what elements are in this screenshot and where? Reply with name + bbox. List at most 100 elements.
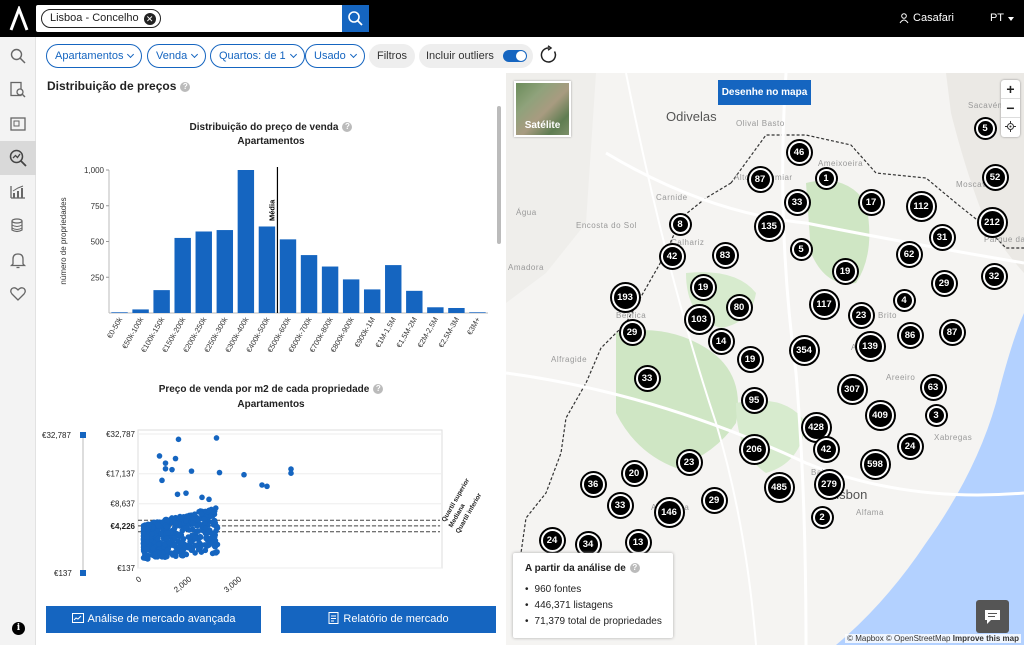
more-filters-button[interactable]: Filtros xyxy=(369,44,415,68)
chevron-down-icon xyxy=(191,50,199,59)
sidebar-item-photos[interactable] xyxy=(0,107,36,141)
property-cluster-marker[interactable]: 112 xyxy=(907,192,935,220)
property-cluster-marker[interactable]: 212 xyxy=(978,208,1006,236)
property-cluster-marker[interactable]: 2 xyxy=(812,507,832,527)
draw-on-map-button[interactable]: Desenhe no mapa xyxy=(718,80,811,105)
property-cluster-marker[interactable]: 80 xyxy=(727,295,751,319)
zoom-out-button[interactable]: − xyxy=(1001,99,1020,118)
property-cluster-marker[interactable]: 8 xyxy=(670,214,690,234)
sidebar-item-listings[interactable] xyxy=(0,73,36,107)
property-cluster-marker[interactable]: 46 xyxy=(787,140,811,164)
casafari-logo[interactable] xyxy=(8,6,30,32)
property-cluster-marker[interactable]: 52 xyxy=(983,165,1007,189)
location-search-input[interactable]: Lisboa - Concelho ✕ xyxy=(36,5,342,32)
property-cluster-marker[interactable]: 14 xyxy=(709,329,733,353)
property-cluster-marker[interactable]: 146 xyxy=(655,498,683,526)
advanced-market-analysis-button[interactable]: Análise de mercado avançada xyxy=(46,606,261,633)
property-cluster-marker[interactable]: 36 xyxy=(581,472,605,496)
sidebar-item-search[interactable] xyxy=(0,39,36,73)
property-cluster-marker[interactable]: 31 xyxy=(930,225,954,249)
property-cluster-marker[interactable]: 354 xyxy=(790,336,818,364)
property-cluster-marker[interactable]: 17 xyxy=(859,190,883,214)
property-cluster-marker[interactable]: 33 xyxy=(635,366,659,390)
property-cluster-marker[interactable]: 428 xyxy=(802,413,830,441)
panel-scrollbar[interactable] xyxy=(497,106,501,244)
include-outliers-toggle[interactable] xyxy=(503,50,527,62)
rooms-filter[interactable]: Quartos: de 1 xyxy=(210,44,305,68)
include-outliers-control: Incluir outliers xyxy=(419,44,533,68)
property-cluster-marker[interactable]: 29 xyxy=(702,488,726,512)
attribution-text[interactable]: © Mapbox © OpenStreetMap xyxy=(847,634,951,643)
property-cluster-marker[interactable]: 279 xyxy=(815,470,843,498)
property-cluster-marker[interactable]: 1 xyxy=(816,168,836,188)
improve-map-link[interactable]: Improve this map xyxy=(952,634,1019,643)
search-button[interactable] xyxy=(342,5,369,32)
property-cluster-marker[interactable]: 135 xyxy=(755,212,783,240)
property-cluster-marker[interactable]: 19 xyxy=(738,347,762,371)
property-cluster-marker[interactable]: 86 xyxy=(898,323,922,347)
property-cluster-marker[interactable]: 307 xyxy=(838,375,866,403)
feedback-button[interactable] xyxy=(976,600,1009,633)
scatter-point xyxy=(150,545,156,552)
property-cluster-marker[interactable]: 193 xyxy=(611,283,639,311)
property-cluster-marker[interactable]: 5 xyxy=(975,118,995,138)
property-cluster-marker[interactable]: 4 xyxy=(894,290,914,310)
close-icon[interactable]: ✕ xyxy=(143,12,156,25)
property-cluster-marker[interactable]: 87 xyxy=(748,167,772,191)
property-cluster-marker[interactable]: 33 xyxy=(608,493,632,517)
property-cluster-marker[interactable]: 83 xyxy=(713,243,737,267)
property-cluster-marker[interactable]: 32 xyxy=(982,264,1006,288)
property-cluster-marker[interactable]: 19 xyxy=(833,259,857,283)
property-cluster-marker[interactable]: 485 xyxy=(765,473,793,501)
property-cluster-marker[interactable]: 42 xyxy=(660,244,684,268)
condition-filter[interactable]: Usado xyxy=(305,44,365,68)
property-cluster-marker[interactable]: 29 xyxy=(620,320,644,344)
sidebar-item-valuation[interactable] xyxy=(0,209,36,243)
property-cluster-marker[interactable]: 63 xyxy=(921,375,945,399)
property-cluster-marker[interactable]: 206 xyxy=(740,435,768,463)
property-cluster-marker[interactable]: 29 xyxy=(932,271,956,295)
property-cluster-marker[interactable]: 139 xyxy=(856,332,884,360)
place-label: Xabregas xyxy=(934,433,973,442)
property-cluster-marker[interactable]: 598 xyxy=(861,450,889,478)
property-cluster-marker[interactable]: 62 xyxy=(897,242,921,266)
property-cluster-marker[interactable]: 24 xyxy=(898,434,922,458)
user-menu[interactable]: Casafari xyxy=(899,12,954,24)
property-cluster-marker[interactable]: 23 xyxy=(677,450,701,474)
satellite-toggle-button[interactable]: Satélite xyxy=(514,81,571,137)
property-cluster-marker[interactable]: 5 xyxy=(791,239,811,259)
help-icon[interactable]: ? xyxy=(629,563,640,574)
property-cluster-marker[interactable]: 33 xyxy=(785,190,809,214)
market-report-button[interactable]: Relatório de mercado xyxy=(281,606,496,633)
property-cluster-marker[interactable]: 19 xyxy=(691,275,715,299)
locate-button[interactable] xyxy=(1001,118,1020,137)
scatter-point xyxy=(176,532,183,539)
property-type-filter[interactable]: Apartamentos xyxy=(46,44,143,68)
sidebar-item-alerts[interactable] xyxy=(0,243,36,277)
sidebar-item-market-analysis[interactable] xyxy=(0,141,36,175)
property-cluster-marker[interactable]: 95 xyxy=(742,388,766,412)
property-cluster-marker[interactable]: 117 xyxy=(810,290,838,318)
property-cluster-marker[interactable]: 20 xyxy=(622,461,646,485)
property-cluster-marker[interactable]: 87 xyxy=(940,320,964,344)
help-icon[interactable]: ? xyxy=(342,122,353,133)
operation-filter[interactable]: Venda xyxy=(147,44,207,68)
property-cluster-marker[interactable]: 103 xyxy=(685,305,713,333)
language-selector[interactable]: PT xyxy=(989,12,1004,24)
sidebar-item-statistics[interactable] xyxy=(0,175,36,209)
property-cluster-marker[interactable]: 24 xyxy=(540,528,564,552)
property-cluster-marker[interactable]: 3 xyxy=(926,405,946,425)
reset-icon[interactable] xyxy=(539,45,559,65)
property-cluster-marker[interactable]: 23 xyxy=(849,303,873,327)
info-icon[interactable]: i xyxy=(12,622,25,635)
property-cluster-marker[interactable]: 13 xyxy=(626,530,650,554)
map[interactable]: Odivelas Lisbon Sacavém Amadora Alfragid… xyxy=(506,73,1024,645)
property-cluster-marker[interactable]: 409 xyxy=(866,401,894,429)
sidebar-item-favorites[interactable] xyxy=(0,277,36,311)
help-icon[interactable]: ? xyxy=(373,384,384,395)
zoom-in-button[interactable]: + xyxy=(1001,80,1020,99)
place-label: Brito xyxy=(878,311,897,320)
scatter-point xyxy=(146,522,153,528)
help-icon[interactable]: ? xyxy=(180,81,191,92)
property-cluster-marker[interactable]: 42 xyxy=(814,437,838,461)
